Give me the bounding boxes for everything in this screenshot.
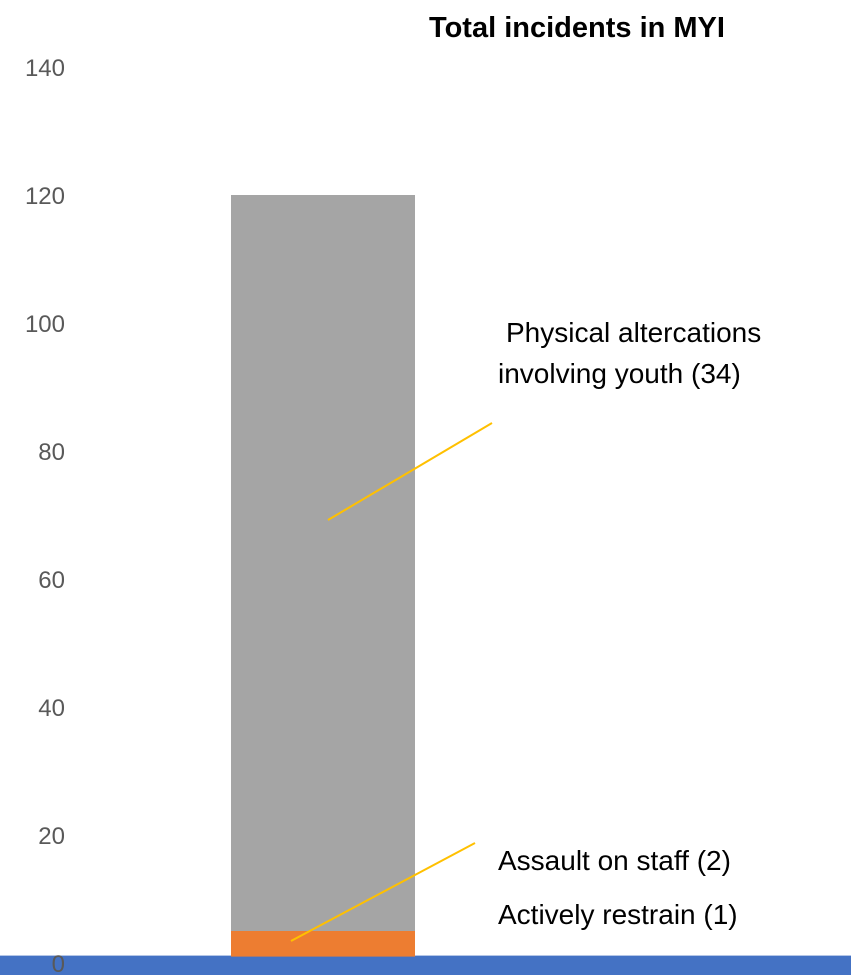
leader-line-assault-on-staff <box>290 842 476 942</box>
bar-segment-assault-on-staff <box>231 931 415 957</box>
y-tick-label: 40 <box>38 695 65 722</box>
annotation-actively-restrain: Actively restrain (1) <box>498 899 738 930</box>
bar-group <box>0 195 851 975</box>
bar-segment-actively-restrain <box>0 955 851 975</box>
annotation-physical-altercations: Physical altercations involving youth (3… <box>498 317 761 389</box>
y-axis: 0 20 40 60 80 100 120 140 <box>25 55 65 975</box>
y-tick-label: 100 <box>25 311 65 338</box>
y-tick-label: 60 <box>38 567 65 594</box>
annotation-assault-on-staff: Assault on staff (2) <box>498 845 731 876</box>
y-tick-label: 120 <box>25 183 65 210</box>
chart-title: Total incidents in MYI <box>429 12 725 44</box>
leader-line-physical-altercations <box>327 422 493 521</box>
annotation-physical-altercations-line2: involving youth (34) <box>498 358 741 389</box>
annotation-physical-altercations-line1: Physical altercations <box>506 317 761 348</box>
y-tick-label: 140 <box>25 55 65 82</box>
leader-lines <box>290 422 493 942</box>
y-tick-label: 0 <box>52 951 65 975</box>
y-tick-label: 80 <box>38 439 65 466</box>
bar-segment-physical-altercations <box>231 195 415 931</box>
y-tick-label: 20 <box>38 823 65 850</box>
